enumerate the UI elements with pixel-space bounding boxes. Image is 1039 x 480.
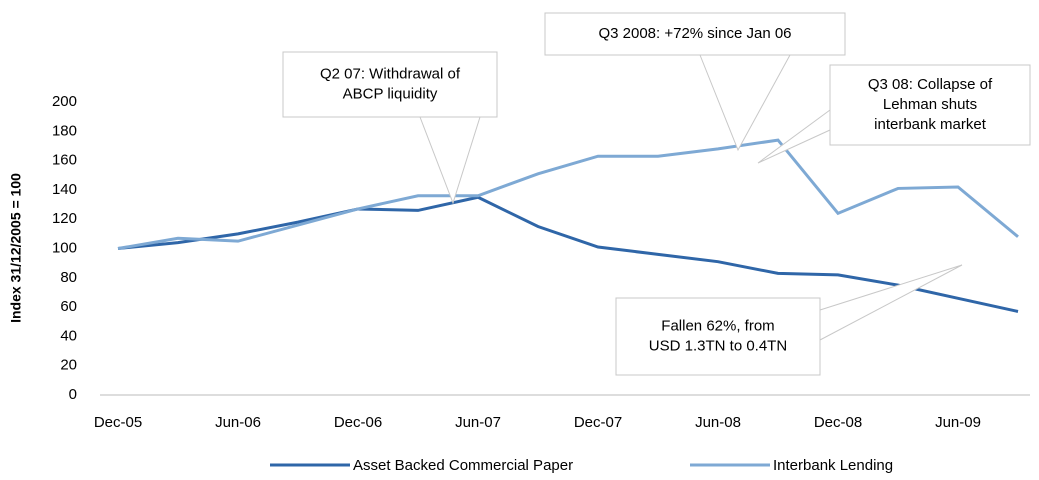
y-tick-label: 200 [52,93,77,110]
annotation-text: Q3 2008: +72% since Jan 06 [598,25,791,42]
x-tick-label: Jun-09 [935,414,981,431]
legend-label: Asset Backed Commercial Paper [353,457,573,474]
annotation-text: Lehman shuts [883,96,977,113]
callout-box [544,12,846,56]
annotation-text: interbank market [874,116,987,133]
x-tick-label: Jun-08 [695,414,741,431]
callout-pointer [757,109,831,164]
y-tick-label: 100 [52,239,77,256]
y-tick-label: 120 [52,210,77,227]
y-tick-label: 40 [60,327,77,344]
x-tick-label: Dec-06 [334,414,382,431]
callout-box [615,297,821,376]
y-tick-label: 160 [52,152,77,169]
x-tick-label: Dec-05 [94,414,142,431]
y-tick-label: 140 [52,181,77,198]
y-axis-label: Index 31/12/2005 = 100 [8,173,24,323]
x-tick-label: Jun-06 [215,414,261,431]
x-tick-label: Dec-08 [814,414,862,431]
series-line [117,138,1019,250]
callout-box [282,51,498,118]
series-line [117,195,1019,313]
annotation-text: ABCP liquidity [343,85,438,102]
legend-label: Interbank Lending [773,457,893,474]
y-tick-label: 180 [52,122,77,139]
y-tick-label: 0 [69,386,77,403]
y-tick-label: 60 [60,298,77,315]
callout-pointer [699,54,791,152]
annotation-text: Q2 07: Withdrawal of [320,65,461,82]
x-tick-label: Dec-07 [574,414,622,431]
callout-box [829,64,1031,146]
callout-pointer [419,116,481,205]
x-tick-label: Jun-07 [455,414,501,431]
annotation-text: Fallen 62%, from [661,317,774,334]
y-tick-label: 20 [60,357,77,374]
annotation-text: Q3 08: Collapse of [868,76,993,93]
annotation-text: USD 1.3TN to 0.4TN [649,337,787,354]
y-tick-label: 80 [60,269,77,286]
